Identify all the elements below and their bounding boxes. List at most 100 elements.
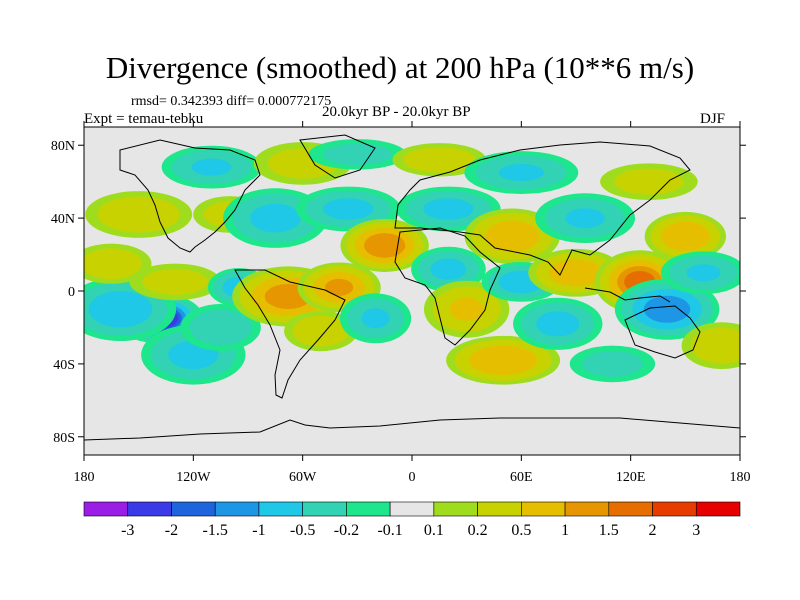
colorbar-swatch <box>652 501 697 517</box>
y-tick-label: 40N <box>51 212 75 227</box>
divergence-feature <box>180 304 261 351</box>
divergence-contour-band <box>189 309 252 346</box>
colorbar-label: -0.5 <box>290 522 315 539</box>
divergence-feature <box>340 218 429 272</box>
divergence-feature <box>660 251 740 295</box>
divergence-contour-band <box>292 315 350 347</box>
chart-title: Divergence (smoothed) at 200 hPa (10**6 … <box>105 50 695 85</box>
colorbar-label: 2 <box>649 522 657 539</box>
divergence-contour-band <box>643 295 691 323</box>
colorbar-label: 0.5 <box>511 522 531 539</box>
colorbar-label: 1.5 <box>599 522 619 539</box>
divergence-contour-band <box>485 220 540 253</box>
x-axis: 180 120W 60W 0 60E 120E 180 <box>74 121 751 485</box>
period-label: 20.0kyr BP - 20.0kyr BP <box>322 104 471 120</box>
coastline-maritime-continent <box>584 287 671 303</box>
colorbar-swatch <box>564 501 610 517</box>
divergence-feature <box>129 263 221 301</box>
colorbar-swatch <box>389 501 435 517</box>
divergence-contour-band <box>582 350 643 377</box>
divergence-feature <box>600 163 698 200</box>
colorbar-swatch <box>608 501 653 517</box>
divergence-contour-band <box>142 268 208 295</box>
colorbar-swatch <box>433 501 478 517</box>
stats-label: rmsd= 0.342393 diff= 0.000772175 <box>131 94 332 109</box>
coastline-antarctica <box>84 417 740 441</box>
divergence-contour-band <box>325 278 354 296</box>
divergence-feature <box>411 246 486 292</box>
colorbar-swatch <box>171 501 216 517</box>
colorbar-swatch <box>83 501 129 517</box>
colorbar-swatch <box>214 501 260 517</box>
colorbar-label: -1.5 <box>203 522 228 539</box>
y-axis: 80N 40N 0 40S 80S <box>51 139 746 446</box>
divergence-feature <box>85 191 193 238</box>
divergence-contour-band <box>661 221 710 251</box>
divergence-contour-band <box>449 297 484 321</box>
divergence-feature <box>308 139 407 170</box>
coastline-eurasia <box>394 141 691 276</box>
divergence-contour-band <box>97 196 180 233</box>
divergence-feature <box>464 151 579 194</box>
coastline-north-america <box>119 139 261 253</box>
x-tick-label: 120W <box>176 470 211 485</box>
colorbar-swatch <box>302 501 347 517</box>
divergence-contour-band <box>84 248 143 280</box>
colorbar-label: 3 <box>692 522 700 539</box>
colorbar-label: -0.1 <box>377 522 402 539</box>
divergence-contour-band <box>498 164 544 182</box>
divergence-feature <box>614 278 720 340</box>
divergence-contour-band <box>88 291 153 328</box>
x-tick-label: 180 <box>730 470 751 485</box>
divergence-feature <box>446 335 561 385</box>
divergence-contour-band <box>364 233 406 258</box>
season-label: DJF <box>700 111 726 127</box>
coastline-south-america <box>234 269 346 399</box>
y-tick-label: 80S <box>53 431 75 446</box>
divergence-contour-band <box>430 258 467 280</box>
colorbar: -3 -2 -1.5 -1 -0.5 -0.2 -0.1 0.1 0.2 0.5 1 1.5 2 3 <box>83 501 741 539</box>
divergence-contour-band <box>614 168 684 195</box>
colorbar-label: -2 <box>165 522 178 539</box>
colorbar-label: -3 <box>121 522 134 539</box>
divergence-contour-band <box>548 259 604 287</box>
divergence-field <box>84 139 740 385</box>
x-tick-label: 60W <box>289 470 317 485</box>
divergence-contour-band <box>322 143 392 166</box>
y-tick-label: 40S <box>53 358 75 373</box>
coastlines <box>84 134 740 441</box>
y-tick-label: 0 <box>68 285 75 300</box>
divergence-feature <box>535 193 636 244</box>
divergence-feature <box>392 143 487 177</box>
colorbar-swatch <box>695 501 741 517</box>
divergence-feature <box>284 310 358 352</box>
divergence-feature <box>644 211 727 261</box>
x-tick-label: 120E <box>616 470 646 485</box>
divergence-contour-band <box>536 311 580 337</box>
divergence-feature <box>681 322 740 370</box>
x-tick-label: 60E <box>510 470 533 485</box>
divergence-contour-band <box>403 147 476 173</box>
divergence-contour-band <box>565 208 605 229</box>
divergence-feature <box>161 145 262 189</box>
colorbar-swatch <box>346 501 391 517</box>
coastline-africa <box>394 227 501 346</box>
colorbar-label: -1 <box>252 522 265 539</box>
divergence-feature <box>569 345 656 383</box>
divergence-contour-band <box>361 308 390 329</box>
colorbar-swatch <box>477 501 522 517</box>
divergence-contour-band <box>690 327 740 364</box>
divergence-contour-band <box>323 198 374 220</box>
x-tick-label: 0 <box>409 470 416 485</box>
divergence-contour-band <box>423 198 474 220</box>
divergence-contour-band <box>469 345 538 375</box>
colorbar-label: 0.1 <box>424 522 444 539</box>
coastline-greenland <box>299 134 376 179</box>
colorbar-swatch <box>258 501 303 517</box>
y-tick-label: 80N <box>51 139 75 154</box>
colorbar-swatch <box>127 501 172 517</box>
colorbar-swatch <box>521 501 566 517</box>
divergence-feature <box>423 280 510 338</box>
colorbar-label: -0.2 <box>334 522 359 539</box>
